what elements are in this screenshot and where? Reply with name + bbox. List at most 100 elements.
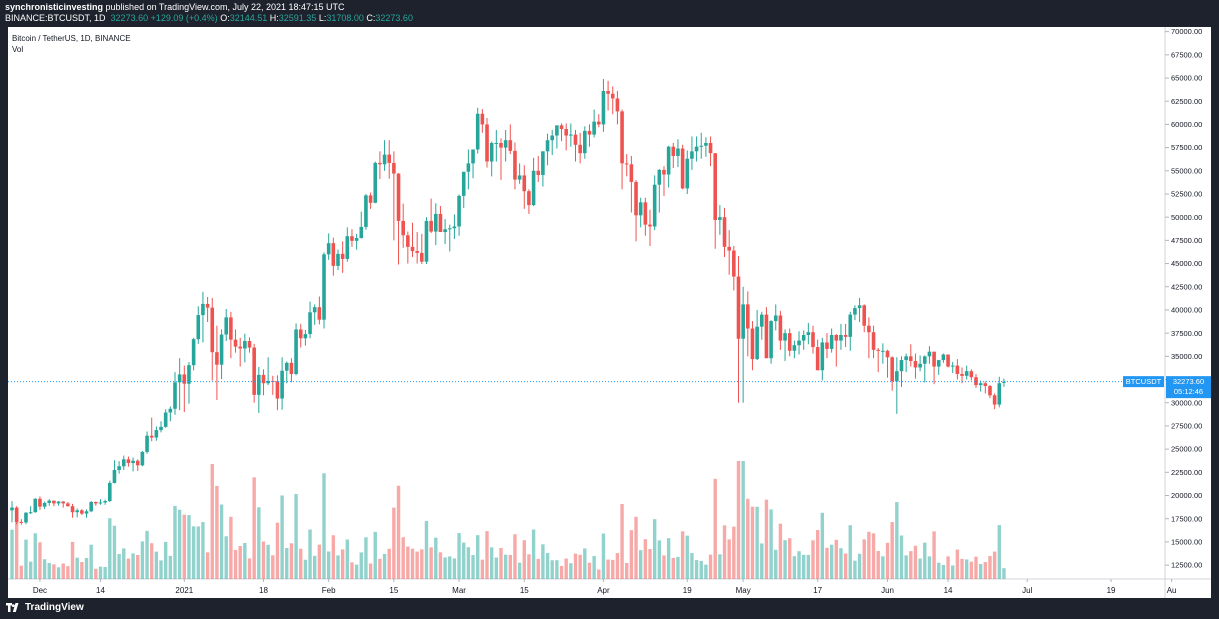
- volume-bar: [331, 535, 336, 579]
- volume-bar: [122, 548, 126, 579]
- candle-body: [303, 334, 308, 339]
- candle-body: [536, 170, 541, 175]
- ohlc-line: BINANCE:BTCUSDT, 1D 32273.60 +129.09 (+0…: [5, 13, 413, 23]
- candle-body: [247, 341, 252, 348]
- candle-body: [638, 202, 643, 216]
- candle-body: [66, 503, 70, 507]
- volume-bar: [736, 461, 741, 579]
- volume-bar: [485, 531, 489, 579]
- candle-body: [406, 235, 410, 247]
- volume-bar: [424, 521, 429, 579]
- volume-bar: [741, 461, 745, 579]
- volume-bar: [140, 541, 145, 579]
- volume-bar: [38, 542, 42, 579]
- candle-body: [38, 498, 42, 507]
- volume-bar: [615, 553, 620, 579]
- candle-body: [759, 314, 764, 327]
- price-tick-label: 20000.00: [1171, 491, 1202, 500]
- volume-bar: [499, 548, 503, 579]
- volume-bar: [136, 554, 140, 579]
- volume-bar: [462, 542, 466, 579]
- volume-bar: [317, 544, 322, 579]
- volume-bar: [434, 537, 438, 579]
- volume-bar: [643, 539, 648, 579]
- candle-body: [676, 148, 680, 156]
- candle-body: [154, 430, 159, 438]
- time-tick-label: 15: [520, 586, 529, 595]
- candle-body: [475, 113, 480, 150]
- candle-body: [899, 360, 904, 372]
- candle-body: [345, 236, 350, 259]
- volume-bar: [801, 554, 806, 579]
- candle-body: [140, 451, 145, 466]
- price-tick-label: 65000.00: [1171, 74, 1202, 83]
- volume-bar: [834, 539, 838, 579]
- plot-area[interactable]: [8, 27, 1165, 579]
- volume-bar: [913, 545, 918, 579]
- candle-body: [447, 228, 452, 230]
- candle-body: [559, 125, 564, 130]
- volume-bar: [573, 553, 578, 579]
- candle-body: [103, 501, 107, 503]
- time-tick-label: 19: [1107, 586, 1116, 595]
- volume-bar: [937, 562, 941, 579]
- candle-body: [461, 171, 466, 196]
- volume-bar: [480, 559, 485, 579]
- candle-body: [746, 304, 750, 329]
- candle-body: [652, 184, 657, 227]
- price-tick-label: 57500.00: [1171, 143, 1202, 152]
- volume-bar: [201, 522, 205, 579]
- price-chart[interactable]: 12500.00 15000.00 17500.00 20000.00 22500.00…: [0, 26, 1219, 599]
- time-tick-label: Jun: [881, 586, 894, 595]
- volume-bar: [829, 544, 834, 579]
- publish-info: published on TradingView.com, July 22, 2…: [105, 2, 345, 12]
- candle-body: [238, 346, 242, 349]
- price-axis-area[interactable]: [1165, 27, 1211, 579]
- volume-bar: [187, 515, 191, 579]
- volume-bar: [494, 557, 499, 579]
- volume-bar: [694, 560, 699, 579]
- volume-bar: [173, 505, 177, 579]
- time-axis-area[interactable]: [8, 579, 1211, 598]
- volume-bar: [727, 539, 731, 579]
- volume-bar: [746, 498, 750, 579]
- time-tick-label: Au: [1167, 586, 1177, 595]
- publish-line: synchronisticinvesting published on Trad…: [5, 2, 345, 12]
- candle-body: [80, 510, 84, 514]
- volume-bar: [299, 548, 303, 579]
- volume-bar: [340, 549, 345, 579]
- candle-body: [918, 363, 922, 368]
- candle-body: [19, 521, 24, 523]
- tradingview-logo[interactable]: TradingView: [6, 602, 84, 613]
- volume-bar: [909, 551, 913, 579]
- volume-bar: [415, 551, 419, 579]
- volume-bar: [280, 495, 284, 579]
- candle-body: [573, 134, 578, 145]
- volume-bar: [508, 554, 512, 579]
- volume-bar: [732, 526, 736, 579]
- volume-bar: [350, 562, 354, 579]
- volume-bar: [988, 556, 992, 579]
- volume-bar: [541, 544, 545, 579]
- candle-body: [806, 332, 811, 336]
- volume-bar: [592, 555, 596, 579]
- volume-bar: [960, 558, 964, 579]
- price-tick-label: 55000.00: [1171, 166, 1202, 175]
- volume-bar: [443, 557, 447, 579]
- candle-body: [997, 383, 1002, 405]
- volume-bar: [131, 553, 135, 579]
- candle-body: [634, 181, 638, 216]
- candle-body: [690, 151, 694, 159]
- candle-body: [895, 371, 899, 382]
- volume-bar: [429, 547, 433, 579]
- author-name[interactable]: synchronisticinvesting: [5, 2, 104, 12]
- volume-bar: [448, 556, 452, 579]
- candle-body: [988, 386, 992, 396]
- volume-bar: [564, 558, 568, 579]
- candle-body: [275, 381, 280, 399]
- volume-bar: [718, 554, 722, 579]
- volume-bar: [918, 558, 922, 579]
- time-tick-label: Dec: [33, 586, 47, 595]
- volume-bar: [517, 562, 522, 579]
- price-marker-countdown: 05:12:46: [1174, 387, 1203, 396]
